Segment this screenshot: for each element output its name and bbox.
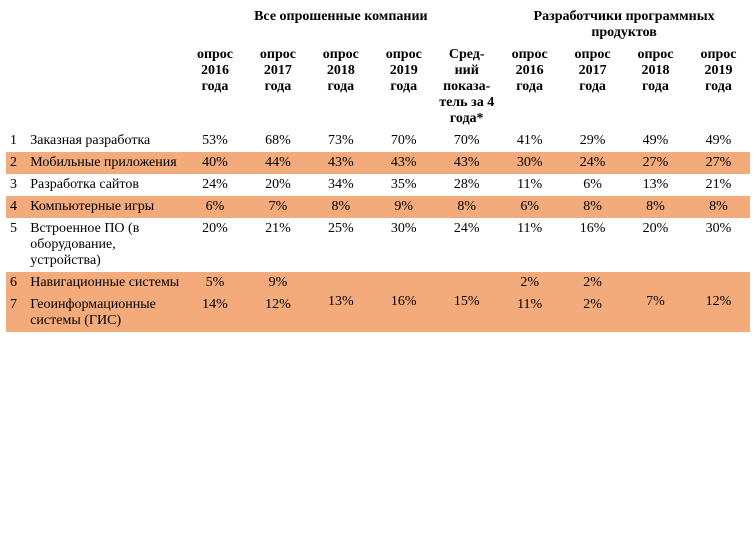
row-label: Заказная разработка xyxy=(26,130,183,152)
cell: 11% xyxy=(498,294,561,332)
cell: 21% xyxy=(246,218,309,272)
merged-cell: 15% xyxy=(435,272,498,332)
col-header: опрос 2016 года xyxy=(184,44,247,130)
cell: 28% xyxy=(435,174,498,196)
table-row: 6 Навигационные системы 5% 9% 13% 16% 15… xyxy=(6,272,750,294)
cell: 12% xyxy=(246,294,309,332)
cell: 2% xyxy=(561,272,624,294)
cell: 14% xyxy=(184,294,247,332)
row-number: 4 xyxy=(6,196,26,218)
cell: 53% xyxy=(184,130,247,152)
table-row: 1 Заказная разработка 53% 68% 73% 70% 70… xyxy=(6,130,750,152)
row-number: 2 xyxy=(6,152,26,174)
cell: 6% xyxy=(184,196,247,218)
cell: 25% xyxy=(309,218,372,272)
row-number: 3 xyxy=(6,174,26,196)
cell: 24% xyxy=(561,152,624,174)
cell: 11% xyxy=(498,218,561,272)
cell: 2% xyxy=(498,272,561,294)
row-label: Компьютерные игры xyxy=(26,196,183,218)
table-body: 1 Заказная разработка 53% 68% 73% 70% 70… xyxy=(6,130,750,332)
cell: 30% xyxy=(372,218,435,272)
cell: 13% xyxy=(624,174,687,196)
survey-table: Все опрошенные компании Разработчики про… xyxy=(6,6,750,332)
row-label: Встроенное ПО (в оборудование, устройств… xyxy=(26,218,183,272)
row-number: 7 xyxy=(6,294,26,332)
cell: 49% xyxy=(624,130,687,152)
merged-cell: 16% xyxy=(372,272,435,332)
cell: 20% xyxy=(184,218,247,272)
col-header: опрос 2018 года xyxy=(624,44,687,130)
cell: 20% xyxy=(246,174,309,196)
table-header: Все опрошенные компании Разработчики про… xyxy=(6,6,750,130)
cell: 34% xyxy=(309,174,372,196)
row-number: 6 xyxy=(6,272,26,294)
col-header: опрос 2017 года xyxy=(246,44,309,130)
merged-cell: 13% xyxy=(309,272,372,332)
cell: 73% xyxy=(309,130,372,152)
cell: 8% xyxy=(435,196,498,218)
group-header-dev: Разработчики программных продуктов xyxy=(498,6,750,44)
cell: 8% xyxy=(561,196,624,218)
cell: 30% xyxy=(498,152,561,174)
merged-cell: 12% xyxy=(687,272,750,332)
group-header-all: Все опрошенные компании xyxy=(184,6,499,44)
row-label: Мобильные приложения xyxy=(26,152,183,174)
col-header: опрос 2017 года xyxy=(561,44,624,130)
cell: 20% xyxy=(624,218,687,272)
row-label: Геоинформацион­ные системы (ГИС) xyxy=(26,294,183,332)
cell: 35% xyxy=(372,174,435,196)
row-label: Разработка сайтов xyxy=(26,174,183,196)
col-header: опрос 2018 года xyxy=(309,44,372,130)
row-number: 1 xyxy=(6,130,26,152)
cell: 24% xyxy=(184,174,247,196)
cell: 2% xyxy=(561,294,624,332)
cell: 49% xyxy=(687,130,750,152)
cell: 8% xyxy=(624,196,687,218)
cell: 6% xyxy=(561,174,624,196)
cell: 40% xyxy=(184,152,247,174)
table-row: 2 Мобильные приложения 40% 44% 43% 43% 4… xyxy=(6,152,750,174)
cell: 29% xyxy=(561,130,624,152)
cell: 70% xyxy=(435,130,498,152)
cell: 8% xyxy=(309,196,372,218)
cell: 43% xyxy=(309,152,372,174)
merged-cell: 7% xyxy=(624,272,687,332)
cell: 44% xyxy=(246,152,309,174)
cell: 11% xyxy=(498,174,561,196)
cell: 27% xyxy=(687,152,750,174)
cell: 9% xyxy=(372,196,435,218)
cell: 8% xyxy=(687,196,750,218)
row-label: Навигационные системы xyxy=(26,272,183,294)
col-header: опрос 2019 года xyxy=(372,44,435,130)
cell: 21% xyxy=(687,174,750,196)
col-header: опрос 2016 года xyxy=(498,44,561,130)
cell: 70% xyxy=(372,130,435,152)
cell: 24% xyxy=(435,218,498,272)
cell: 7% xyxy=(246,196,309,218)
cell: 6% xyxy=(498,196,561,218)
table-row: 4 Компьютерные игры 6% 7% 8% 9% 8% 6% 8%… xyxy=(6,196,750,218)
cell: 43% xyxy=(435,152,498,174)
cell: 68% xyxy=(246,130,309,152)
row-number: 5 xyxy=(6,218,26,272)
cell: 43% xyxy=(372,152,435,174)
cell: 5% xyxy=(184,272,247,294)
table-row: 5 Встроенное ПО (в оборудование, устройс… xyxy=(6,218,750,272)
col-header: Сред­ний показа­тель за 4 года* xyxy=(435,44,498,130)
cell: 27% xyxy=(624,152,687,174)
cell: 16% xyxy=(561,218,624,272)
cell: 30% xyxy=(687,218,750,272)
cell: 9% xyxy=(246,272,309,294)
col-header: опрос 2019 года xyxy=(687,44,750,130)
table-row: 3 Разработка сайтов 24% 20% 34% 35% 28% … xyxy=(6,174,750,196)
cell: 41% xyxy=(498,130,561,152)
